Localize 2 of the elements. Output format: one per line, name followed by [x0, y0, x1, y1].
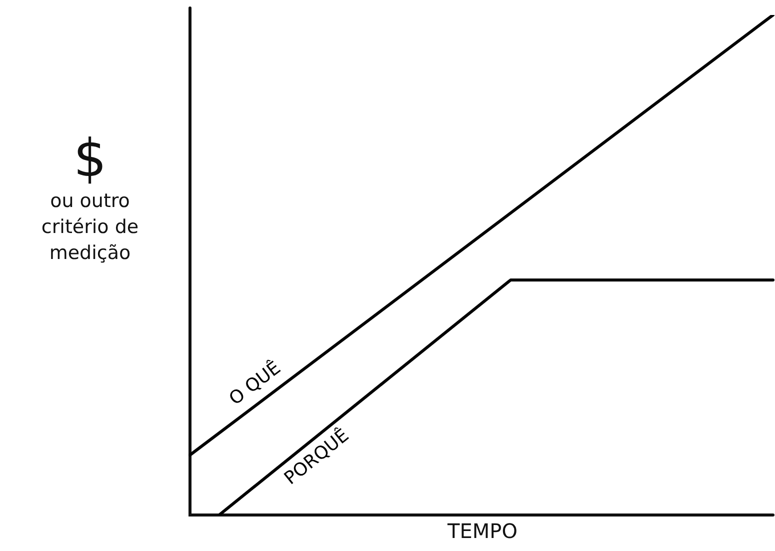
x-axis-title: TEMPO: [446, 519, 518, 543]
y-axis-title: $ ou outro critério de medição: [40, 129, 140, 264]
